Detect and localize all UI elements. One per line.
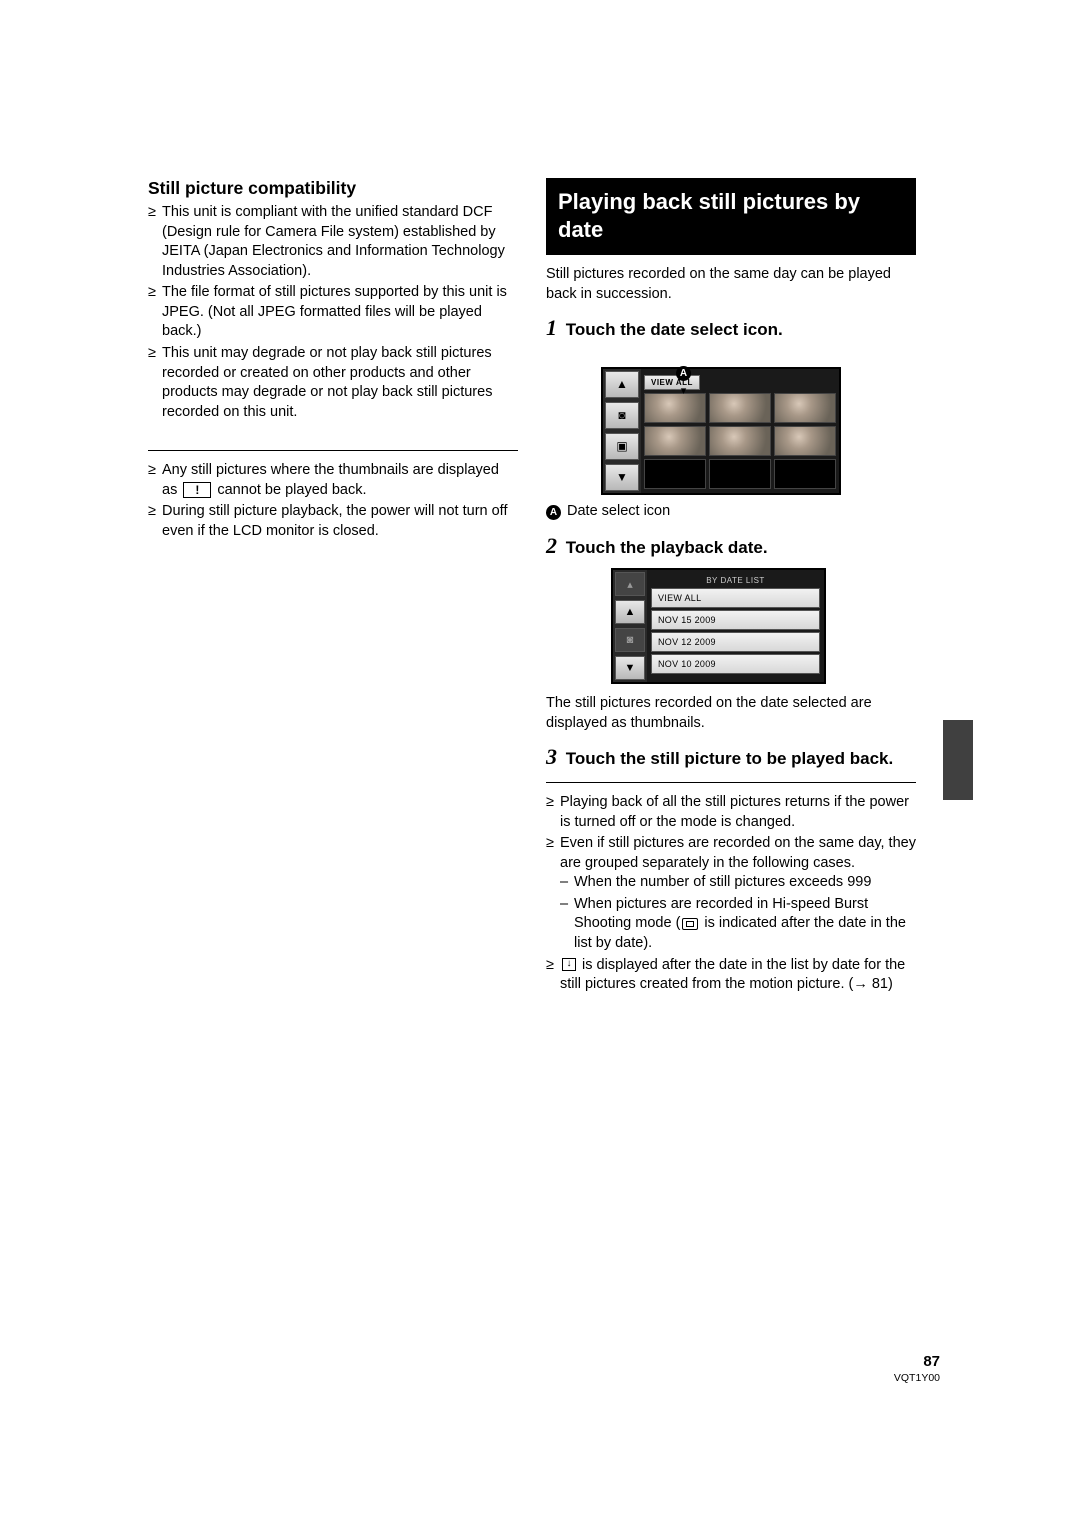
thumbnail-empty xyxy=(644,459,706,489)
left-column: Still picture compatibility This unit is… xyxy=(148,178,518,997)
list-title: BY DATE LIST xyxy=(651,573,820,588)
created-from-motion-icon: ↓ xyxy=(562,958,576,971)
thumbnail-grid xyxy=(644,393,836,489)
camera-mode-button[interactable]: ◙ xyxy=(605,402,639,429)
up-button-disabled: ▴ xyxy=(615,572,645,596)
thumbnail[interactable] xyxy=(774,393,836,423)
thumbnail[interactable] xyxy=(709,393,771,423)
arrow-icon: → xyxy=(853,976,868,992)
page-footer: 87 VQT1Y00 xyxy=(894,1353,940,1384)
additional-notes: Playing back of all the still pictures r… xyxy=(546,793,916,995)
thumbnail[interactable] xyxy=(774,426,836,456)
bullet-item: During still picture playback, the power… xyxy=(148,502,518,541)
callout-arrow-icon: ▾ xyxy=(681,385,687,397)
thumbnail[interactable] xyxy=(709,426,771,456)
bullet-item: This unit may degrade or not play back s… xyxy=(148,344,518,422)
sub-item: When the number of still pictures exceed… xyxy=(560,873,916,893)
view-all-chip[interactable]: VIEW ALL xyxy=(644,375,700,390)
text: 81) xyxy=(868,976,893,992)
sub-list: When the number of still pictures exceed… xyxy=(560,873,916,953)
down-button[interactable]: ▼ xyxy=(615,656,645,680)
step-title: Touch the date select icon. xyxy=(566,320,783,339)
intro-text: Still pictures recorded on the same day … xyxy=(546,265,916,304)
sidebar: ▲ ◙ ▣ ▼ xyxy=(603,369,641,493)
label-text: Date select icon xyxy=(567,503,670,519)
date-row[interactable]: NOV 10 2009 xyxy=(651,654,820,674)
step-number: 2 xyxy=(546,533,557,558)
sidebar: ▴ ▲ ◙ ▼ xyxy=(613,570,647,682)
bullet-item: This unit is compliant with the unified … xyxy=(148,203,518,281)
callout-badge: A xyxy=(676,366,691,381)
step-number: 1 xyxy=(546,315,557,340)
date-list-screenshot: ▴ ▲ ◙ ▼ BY DATE LIST VIEW ALL NOV 15 200… xyxy=(611,568,826,684)
mode-button: ◙ xyxy=(615,628,645,652)
text: cannot be played back. xyxy=(213,482,366,498)
bullet-item: Any still pictures where the thumbnails … xyxy=(148,461,518,500)
playback-notes: Any still pictures where the thumbnails … xyxy=(148,461,518,541)
down-button[interactable]: ▼ xyxy=(605,464,639,491)
thumbnail-empty xyxy=(709,459,771,489)
up-button[interactable]: ▲ xyxy=(605,371,639,398)
compatibility-bullets: This unit is compliant with the unified … xyxy=(148,203,518,422)
text: Even if still pictures are recorded on t… xyxy=(560,835,916,871)
bullet-item: Playing back of all the still pictures r… xyxy=(546,793,916,832)
thumbnail[interactable] xyxy=(644,426,706,456)
up-button[interactable]: ▲ xyxy=(615,600,645,624)
bullet-item: ↓ is displayed after the date in the lis… xyxy=(546,956,916,995)
divider xyxy=(148,450,518,451)
date-row[interactable]: NOV 12 2009 xyxy=(651,632,820,652)
step-2: 2 Touch the playback date. xyxy=(546,532,916,561)
step-title: Touch the still picture to be played bac… xyxy=(566,749,893,768)
bullet-item: Even if still pictures are recorded on t… xyxy=(546,834,916,953)
compatibility-heading: Still picture compatibility xyxy=(148,178,518,199)
thumbnail-browser-screenshot: A ▾ ▲ ◙ ▣ ▼ VIEW ALL xyxy=(601,367,841,495)
after-shot2-text: The still pictures recorded on the date … xyxy=(546,694,916,733)
section-heading: Playing back still pictures by date xyxy=(546,178,916,255)
document-code: VQT1Y00 xyxy=(894,1372,940,1384)
page-number: 87 xyxy=(894,1353,940,1370)
divider xyxy=(546,782,916,783)
step-title: Touch the playback date. xyxy=(566,538,768,557)
section-tab xyxy=(943,720,973,800)
play-mode-button[interactable]: ▣ xyxy=(605,433,639,460)
bullet-item: The file format of still pictures suppor… xyxy=(148,283,518,342)
step-1: 1 Touch the date select icon. xyxy=(546,314,916,343)
callout-badge: A xyxy=(546,505,561,520)
date-row[interactable]: NOV 15 2009 xyxy=(651,610,820,630)
step-number: 3 xyxy=(546,744,557,769)
burst-mode-icon xyxy=(682,918,698,930)
step-3: 3 Touch the still picture to be played b… xyxy=(546,743,916,772)
thumbnail[interactable] xyxy=(644,393,706,423)
right-column: Playing back still pictures by date Stil… xyxy=(546,178,916,997)
thumbnail-empty xyxy=(774,459,836,489)
callout-label: A Date select icon xyxy=(546,503,916,520)
warning-icon: ! xyxy=(183,482,211,498)
date-row[interactable]: VIEW ALL xyxy=(651,588,820,608)
callout-a: A ▾ xyxy=(676,363,691,399)
sub-item: When pictures are recorded in Hi-speed B… xyxy=(560,895,916,954)
